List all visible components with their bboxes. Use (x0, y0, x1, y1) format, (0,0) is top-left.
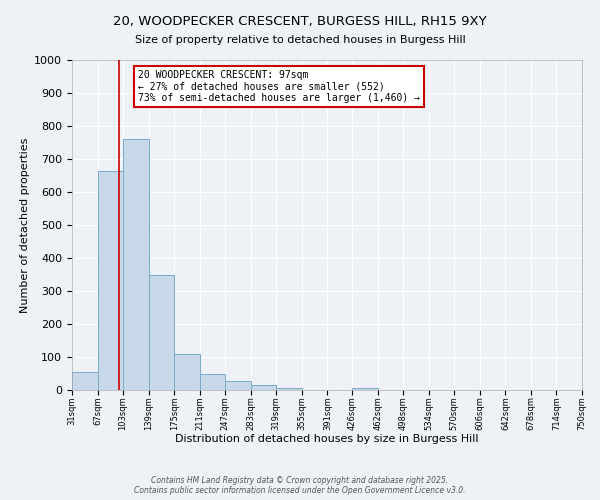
Text: Contains HM Land Registry data © Crown copyright and database right 2025.
Contai: Contains HM Land Registry data © Crown c… (134, 476, 466, 495)
Bar (200, 374, 225, 390)
Bar (123, 139, 149, 390)
Text: Size of property relative to detached houses in Burgess Hill: Size of property relative to detached ho… (134, 35, 466, 45)
Y-axis label: Number of detached properties: Number of detached properties (20, 138, 30, 312)
Text: 20, WOODPECKER CRESCENT, BURGESS HILL, RH15 9XY: 20, WOODPECKER CRESCENT, BURGESS HILL, R… (113, 15, 487, 28)
Bar (72, 372, 98, 390)
Bar (225, 381, 251, 390)
Text: 20 WOODPECKER CRESCENT: 97sqm
← 27% of detached houses are smaller (552)
73% of : 20 WOODPECKER CRESCENT: 97sqm ← 27% of d… (139, 70, 420, 103)
Bar (352, 388, 378, 390)
X-axis label: Distribution of detached houses by size in Burgess Hill: Distribution of detached houses by size … (175, 434, 479, 444)
Bar (276, 388, 302, 390)
Bar (98, 170, 123, 390)
Bar (251, 385, 276, 390)
Bar (149, 275, 174, 390)
Bar (174, 354, 200, 390)
